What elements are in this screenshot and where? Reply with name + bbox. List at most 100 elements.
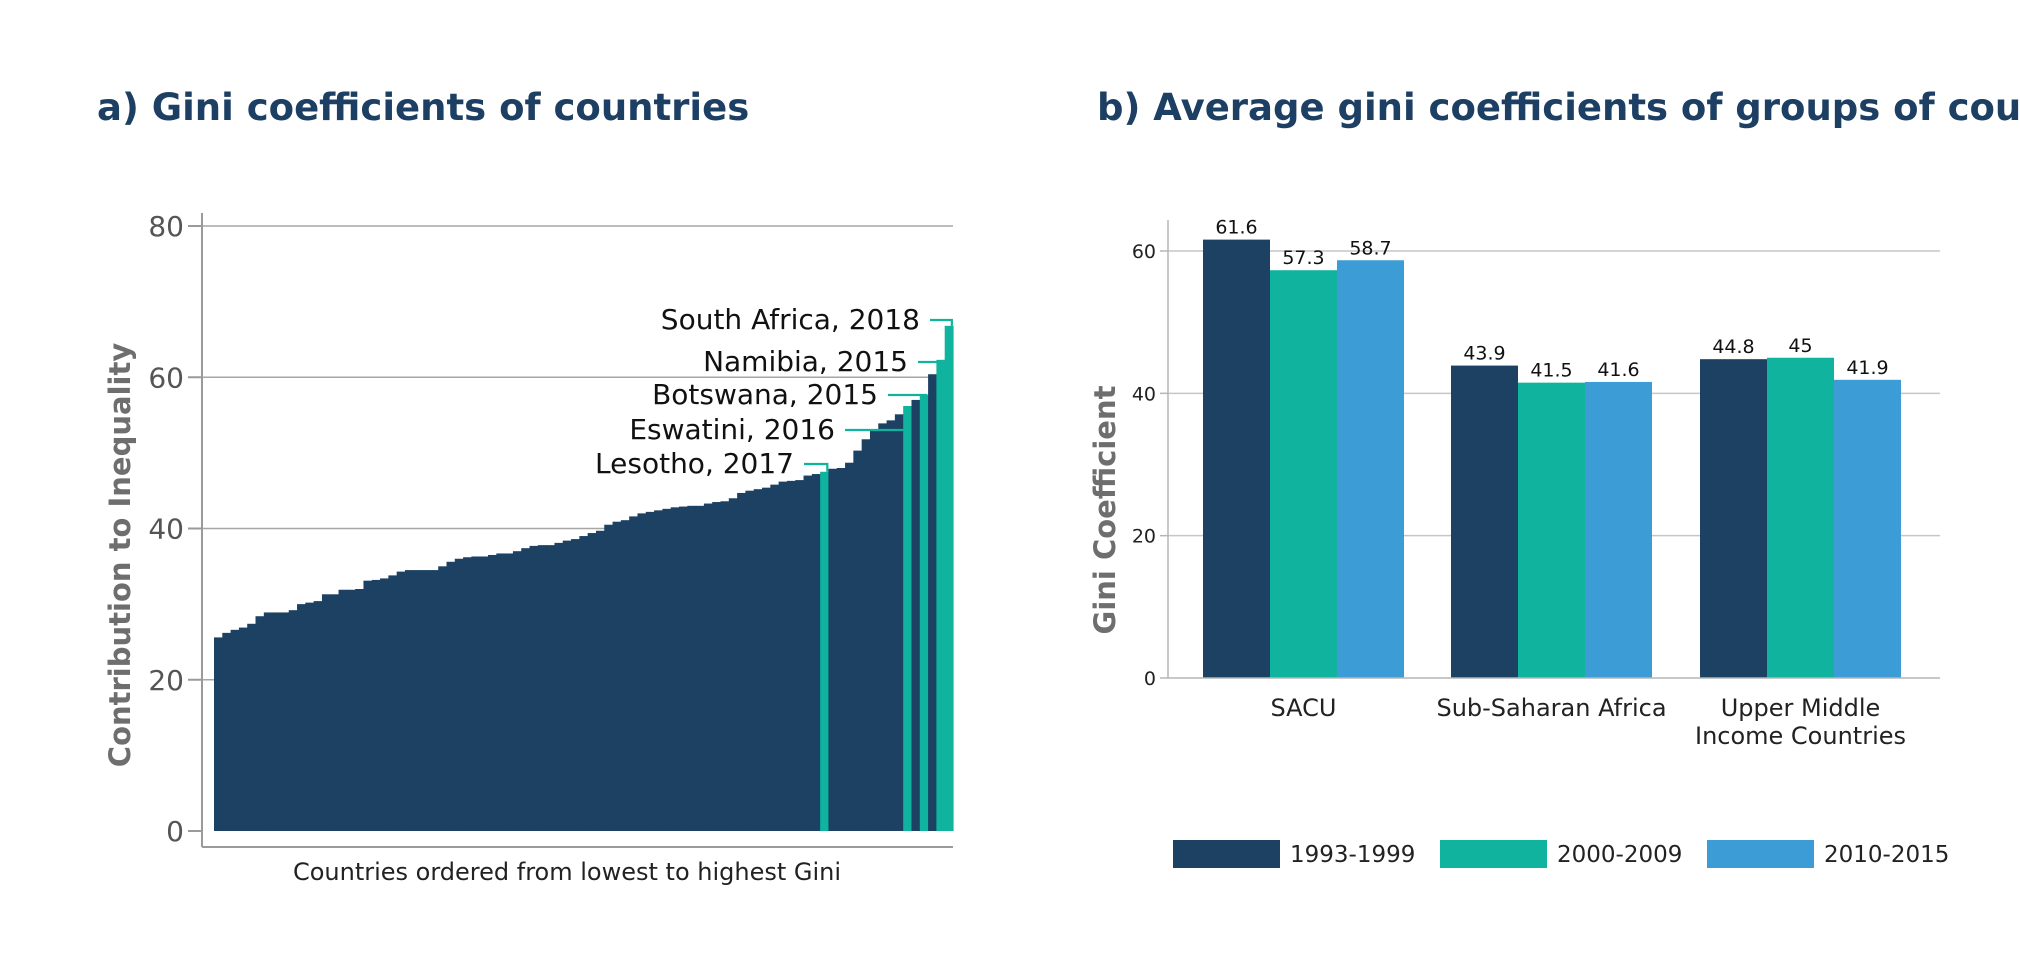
panel-a-bar: [612, 521, 622, 831]
panel-b-data-labels: 61.6 57.3 58.7 43.9 41.5 41.6 44.8 45 41.9: [1215, 217, 1888, 382]
panel-a-y-ticks: 0 20 40 60 80: [148, 210, 202, 848]
panel-b-tick-label: 60: [1132, 241, 1156, 263]
panel-a-bar: [305, 602, 315, 831]
panel-a-bar: [637, 513, 647, 831]
panel-b-bar: [1451, 365, 1518, 678]
panel-a-bar: [786, 480, 796, 831]
panel-a-bar: [770, 484, 780, 831]
panel-a-bar: [380, 578, 389, 831]
panel-a-bar: [496, 553, 506, 831]
panel-b-bar: [1518, 382, 1585, 678]
panel-a-bar: [288, 610, 298, 831]
panel-a-bar: [728, 498, 738, 831]
panel-b-category-labels: SACU Sub-Saharan Africa Upper Middle Income…: [1271, 694, 1907, 750]
panel-b-tick-label: 40: [1132, 383, 1156, 405]
panel-b-data-label: 44.8: [1712, 336, 1754, 358]
panel-a-country-label: Lesotho, 2017: [595, 447, 794, 480]
panel-a-bar: [214, 637, 223, 831]
panel-a-bar: [737, 492, 747, 831]
panel-a-country-label: South Africa, 2018: [661, 303, 920, 336]
panel-b-legend: 1993-1999 2000-2009 2010-2015: [1173, 840, 1949, 868]
panel-b-data-label: 58.7: [1349, 237, 1391, 259]
panel-a-bar-highlight: [820, 471, 830, 831]
panel-b-bar: [1337, 260, 1404, 678]
panel-b-bars: [1203, 239, 1901, 678]
panel-a-bar: [521, 548, 531, 831]
panel-a-bar: [222, 632, 232, 831]
panel-a-bar: [762, 487, 771, 831]
panel-a-tick-label: 60: [148, 361, 184, 394]
panel-a-bar-highlight: [944, 325, 954, 831]
panel-b-bar: [1585, 381, 1652, 678]
panel-a-bar: [562, 540, 572, 831]
panel-b-legend-swatch: [1707, 840, 1814, 868]
panel-a-bar: [703, 503, 713, 831]
panel-a-bar: [571, 539, 580, 831]
panel-a-bar-highlight: [903, 405, 913, 831]
panel-a-bar: [811, 474, 821, 831]
panel-a-bar: [272, 612, 282, 831]
panel-a-bar: [861, 439, 871, 831]
panel-b-legend-swatch: [1173, 840, 1280, 868]
panel-b-category-label: Sub-Saharan Africa: [1436, 694, 1666, 722]
panel-a-bar: [388, 575, 398, 831]
panel-b-bar: [1834, 379, 1901, 678]
panel-a-bar: [421, 570, 431, 831]
panel-a-bar: [371, 579, 381, 831]
panel-a-leader-line: [918, 359, 945, 364]
panel-b-bar: [1767, 357, 1834, 678]
panel-a-bar: [404, 570, 414, 831]
panel-a-bar: [886, 420, 896, 831]
panel-a-bar: [396, 571, 406, 831]
panel-a-bar: [247, 623, 257, 831]
panel-a-bar: [629, 516, 639, 831]
panel-a-bar: [878, 423, 888, 831]
panel-a-bar: [928, 374, 937, 831]
panel-a-bar: [745, 490, 755, 831]
panel-a-leader-line: [804, 462, 829, 472]
panel-a-bar: [828, 468, 838, 831]
panel-b-legend-label: 1993-1999: [1290, 842, 1415, 868]
panel-a-bar: [695, 505, 705, 831]
panel-b-data-label: 57.3: [1282, 247, 1324, 269]
panel-a-country-label: Namibia, 2015: [703, 345, 908, 378]
panel-a-bar: [587, 533, 597, 831]
panel-a-bar: [438, 566, 448, 831]
panel-a-country-label: Botswana, 2015: [652, 378, 878, 411]
panel-a-bar: [255, 616, 265, 831]
panel-a-bar: [280, 612, 290, 831]
panel-a-bar: [662, 508, 672, 831]
panel-a-bar: [869, 430, 879, 831]
panel-a-bar: [512, 551, 522, 831]
panel-a-bar-highlight: [936, 359, 946, 831]
panel-a-bar: [654, 510, 663, 831]
panel-b-data-label: 45: [1788, 335, 1812, 357]
panel-b-y-ticks: 0 20 40 60: [1132, 241, 1168, 690]
panel-a-bar: [504, 553, 514, 831]
panel-b-data-label: 41.5: [1530, 360, 1572, 382]
panel-a-bars: [214, 325, 954, 831]
panel-a-bar: [678, 506, 688, 831]
panel-a-bar: [836, 468, 846, 831]
panel-a-bar: [853, 450, 863, 831]
panel-a-bar: [894, 414, 904, 831]
panel-a: a) Gini coefficients of countries Contri…: [97, 86, 954, 886]
panel-b-ylabel: Gini Coefficient: [1088, 385, 1122, 634]
panel-a-bar-highlight: [919, 394, 929, 831]
panel-a-bar: [712, 502, 722, 831]
panel-a-bar: [413, 570, 423, 831]
panel-a-bar: [911, 399, 921, 831]
panel-a-bar: [720, 501, 730, 831]
panel-a-tick-label: 40: [148, 513, 184, 546]
panel-a-bar: [579, 536, 589, 831]
panel-a-bar: [313, 601, 323, 831]
panel-a-bar: [429, 570, 439, 831]
panel-a-country-label: Eswatini, 2016: [629, 413, 835, 446]
panel-b-legend-label: 2000-2009: [1557, 842, 1682, 868]
panel-b-legend-swatch: [1440, 840, 1547, 868]
panel-b-bar: [1270, 270, 1337, 678]
panel-b-tick-label: 20: [1132, 526, 1156, 548]
panel-a-bar: [321, 594, 331, 831]
